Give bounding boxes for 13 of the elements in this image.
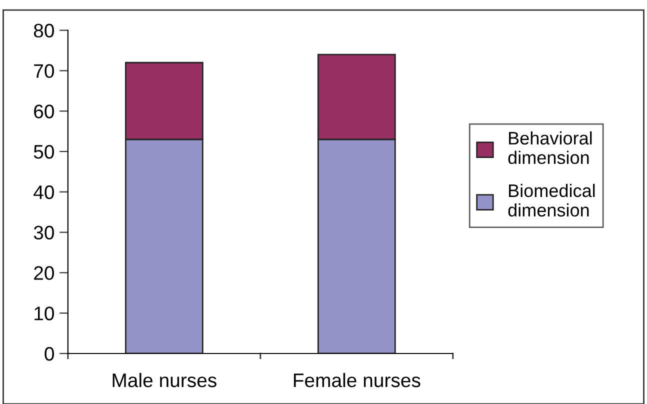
x-tick-label: Male nurses bbox=[112, 372, 216, 388]
y-tick-label: 30 bbox=[34, 226, 54, 240]
y-tick-label: 40 bbox=[34, 185, 54, 200]
legend-label: Biomedical dimension bbox=[508, 184, 595, 217]
y-tick-label: 60 bbox=[34, 104, 54, 118]
x-tick-label: Female nurses bbox=[294, 372, 420, 388]
y-tick-label: 10 bbox=[34, 306, 54, 320]
y-tick-label: 20 bbox=[34, 266, 54, 280]
y-tick-label: 50 bbox=[34, 144, 54, 159]
y-tick-label: 80 bbox=[34, 24, 54, 38]
y-tick-label: 70 bbox=[34, 64, 54, 78]
y-tick-label: 0 bbox=[44, 346, 54, 361]
legend-label: Behavioral dimension bbox=[508, 131, 592, 164]
